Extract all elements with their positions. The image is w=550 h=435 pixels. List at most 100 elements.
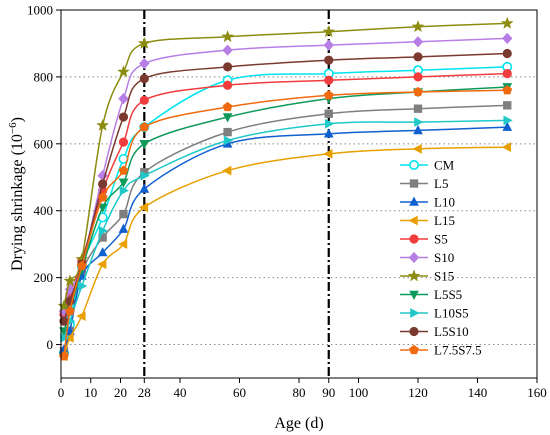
data-point (96, 118, 109, 131)
data-point (322, 25, 336, 38)
y-tick-label: 800 (34, 69, 54, 84)
x-tick-label: 80 (293, 385, 306, 400)
data-point (503, 101, 512, 110)
reference-lines (143, 10, 330, 378)
data-point (139, 121, 150, 132)
x-tick-label: 60 (233, 385, 246, 400)
data-point (139, 95, 149, 105)
x-tick-label: 90 (322, 385, 335, 400)
data-point (221, 30, 234, 43)
data-point (139, 57, 150, 70)
legend-item: CM (400, 158, 455, 173)
legend-item: L5S5 (400, 287, 462, 302)
legend-item: L5S10 (400, 324, 469, 339)
series-l7-5s7-5 (59, 85, 513, 361)
y-tick-label: 1000 (27, 3, 53, 18)
legend-label: L5S5 (434, 287, 462, 302)
data-point (97, 259, 107, 270)
data-point (76, 260, 87, 271)
x-tick-label: 28 (138, 385, 151, 400)
y-tick-label: 400 (34, 203, 54, 218)
data-point (222, 113, 233, 123)
data-point (119, 185, 129, 196)
x-tick-label: 160 (527, 385, 547, 400)
data-point (139, 140, 150, 150)
legend-label: L10 (434, 195, 455, 210)
data-point (78, 281, 88, 291)
x-tick-label: 10 (84, 385, 97, 400)
data-point (324, 55, 334, 65)
legend-item: S5 (400, 232, 448, 247)
data-point (97, 203, 108, 213)
data-point (222, 101, 233, 112)
x-tick-label: 140 (468, 385, 488, 400)
legend-item: L10S5 (400, 306, 469, 321)
legend-item: L5 (400, 176, 448, 191)
legend-marker (408, 160, 419, 171)
data-point (413, 124, 423, 135)
legend-label: L15 (434, 213, 455, 228)
data-point (413, 104, 423, 113)
legend-marker (409, 290, 419, 300)
legend-item: S10 (400, 250, 454, 265)
data-point (502, 48, 512, 59)
legend-item: S15 (400, 269, 454, 284)
legend-item: L7.5S7.5 (400, 343, 482, 358)
data-point (413, 72, 423, 82)
plot-frame (60, 9, 538, 379)
data-point (324, 75, 334, 85)
data-point (323, 128, 334, 138)
legend-label: L7.5S7.5 (434, 343, 482, 358)
data-point (223, 80, 233, 90)
data-point (501, 142, 512, 153)
data-point (64, 283, 76, 295)
data-point (223, 62, 233, 72)
x-tick-label: 0 (58, 385, 65, 400)
legend-marker (409, 196, 419, 206)
y-tick-label: 600 (34, 136, 54, 151)
legend-marker (409, 344, 419, 355)
data-point (324, 118, 335, 129)
data-point (118, 137, 129, 147)
data-point (117, 239, 128, 250)
data-point (502, 121, 513, 131)
x-tick-label: 20 (114, 385, 127, 400)
legend-label: CM (434, 158, 455, 173)
data-point (222, 44, 233, 56)
legend-item: L10 (400, 195, 455, 210)
legend-marker (409, 234, 419, 244)
data-point (223, 127, 232, 137)
legend-label: L5S10 (434, 324, 469, 339)
legend-label: L10S5 (434, 306, 469, 321)
data-point (138, 202, 149, 213)
y-axis-title: Drying shrinkage (10−6) (7, 117, 26, 271)
y-tick-label: 200 (34, 270, 54, 285)
data-point (140, 170, 150, 181)
data-point (97, 192, 108, 202)
data-point (118, 223, 129, 233)
data-point (117, 65, 130, 78)
x-tick-label: 100 (349, 385, 369, 400)
data-point (139, 183, 150, 193)
data-point (223, 135, 234, 146)
x-axis-title: Age (d) (274, 415, 323, 432)
data-point (413, 52, 423, 62)
series-line (63, 22, 508, 307)
data-point (323, 39, 334, 51)
data-point (222, 165, 232, 176)
y-tick-label: 0 (47, 337, 54, 352)
y-axis-title-close: ) (9, 117, 26, 122)
legend-label: S5 (434, 232, 448, 247)
data-point (59, 351, 69, 361)
legend-label: S15 (434, 269, 454, 284)
legend-label: S10 (434, 250, 454, 265)
data-point (139, 73, 149, 84)
data-point (502, 85, 513, 95)
data-point (98, 179, 108, 189)
data-point (414, 117, 424, 127)
legend-marker (409, 179, 419, 188)
y-axis-title-main: Drying shrinkage (10 (9, 134, 26, 271)
axes: 0 10 20 28 40 60 80 90 100 120 140 160 0 200 400 600 800… (27, 3, 547, 401)
legend-marker (409, 326, 419, 337)
